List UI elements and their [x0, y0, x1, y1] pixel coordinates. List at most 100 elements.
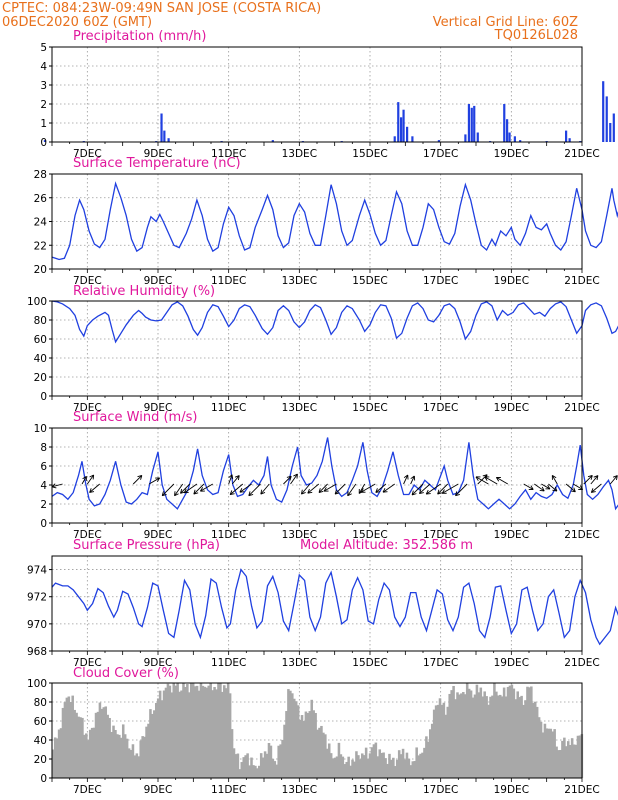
cloud-cover-bar	[454, 699, 457, 778]
series-line	[51, 181, 618, 261]
cloud-cover-bar	[493, 683, 496, 778]
x-tick-label: 11DEC	[211, 784, 246, 796]
cloud-cover-bar	[207, 685, 211, 778]
wind-arrow-head	[335, 492, 340, 495]
cloud-cover-bar	[458, 694, 461, 778]
cloud-cover-bar	[399, 754, 403, 778]
cloud-cover-bar	[139, 740, 142, 778]
y-tick-label: 24	[34, 217, 48, 229]
cloud-cover-bar	[514, 699, 518, 778]
cloud-cover-bar	[442, 702, 446, 778]
y-tick-label: 20	[34, 754, 47, 766]
wind-arrow-shaft	[323, 483, 337, 492]
cloud-cover-bar	[559, 749, 562, 778]
cloud-cover-bar	[166, 683, 170, 778]
x-tick-label: 19DEC	[494, 402, 529, 414]
wind-arrow-head	[193, 492, 199, 495]
x-tick-label: 19DEC	[494, 275, 529, 287]
wind-arrow-head	[596, 475, 599, 481]
cloud-cover-bar	[114, 729, 117, 778]
cloud-cover-bar	[176, 683, 179, 778]
cloud-cover-bar	[186, 684, 189, 778]
cloud-cover-bar	[59, 728, 63, 778]
wind-arrow-head	[593, 475, 599, 478]
cloud-cover-bar	[462, 692, 465, 778]
panel-4: Surface Wind (m/s) 0 2 4 6 8 10 7DEC 9DEC 11DEC 13…	[34, 410, 618, 541]
cloud-cover-bar	[409, 765, 413, 778]
x-tick-label: 19DEC	[494, 529, 529, 541]
cloud-cover-bar	[53, 737, 57, 778]
cloud-cover-bar	[401, 748, 405, 778]
panel-frame	[51, 46, 583, 143]
x-tick-label: 21DEC	[564, 784, 599, 796]
precipitation-bar	[411, 136, 414, 142]
x-tick-label: 13DEC	[282, 657, 317, 669]
y-tick-label: 60	[34, 716, 47, 728]
cloud-cover-bar	[189, 683, 193, 778]
cloud-cover-bar	[374, 742, 378, 778]
cloud-cover-bar	[147, 723, 150, 778]
cloud-cover-bar	[543, 723, 547, 778]
wind-arrow-head	[455, 491, 458, 496]
x-tick-label: 11DEC	[211, 529, 246, 541]
cloud-cover-bar	[133, 755, 137, 778]
cloud-cover-bar	[102, 707, 106, 778]
wind-arrow-shaft	[148, 477, 160, 485]
wind-arrow-shaft	[51, 483, 63, 488]
precipitation-bar	[43, 140, 47, 142]
cloud-cover-bar	[168, 685, 172, 778]
cloud-cover-bar	[137, 756, 141, 778]
wind-arrow-head	[437, 489, 440, 495]
cloud-cover-bar	[551, 731, 554, 778]
cloud-cover-bar	[362, 755, 366, 778]
cloud-cover-bar	[465, 683, 469, 778]
precipitation-bar	[160, 113, 163, 142]
cloud-cover-bar	[345, 761, 348, 778]
cloud-cover-bar	[172, 683, 176, 778]
cloud-cover-bar	[267, 742, 271, 778]
x-tick-label: 17DEC	[423, 402, 458, 414]
y-tick-label: 40	[34, 735, 47, 747]
wind-arrow-shaft	[590, 475, 599, 485]
cloud-cover-bar	[341, 756, 345, 778]
cloud-cover-bar	[537, 717, 541, 778]
wind-arrow-shaft	[229, 483, 244, 495]
wind-arrow-head	[318, 490, 324, 493]
cloud-cover-bar	[411, 761, 415, 778]
precipitation-bar	[473, 105, 476, 142]
cloud-cover-bar	[335, 756, 339, 778]
wind-arrow-head	[307, 488, 310, 494]
wind-arrow-shaft	[475, 476, 489, 485]
cloud-cover-bar	[450, 690, 453, 778]
x-tick-label: 11DEC	[211, 148, 246, 160]
wind-arrow-shaft	[360, 483, 376, 493]
cloud-cover-bar	[429, 729, 432, 778]
cloud-cover-bar	[495, 691, 498, 778]
wind-arrow-head	[237, 475, 240, 481]
wind-arrow-head	[475, 476, 479, 481]
header-location: CPTEC: 084:23W-09:49N SAN JOSE (COSTA RI…	[2, 1, 321, 16]
cloud-cover-bar	[145, 726, 148, 778]
cloud-cover-bar	[378, 749, 382, 778]
cloud-cover-bar	[524, 700, 527, 778]
x-tick-label: 9DEC	[144, 529, 173, 541]
y-tick-label: 0	[40, 518, 47, 530]
cloud-cover-bar	[83, 734, 86, 778]
cloud-cover-bar	[75, 712, 78, 778]
y-tick-label: 10	[34, 423, 47, 435]
y-tick-label: 60	[34, 334, 47, 346]
precipitation-bar	[397, 102, 400, 142]
header-model-code: TQ0126L028	[494, 28, 578, 43]
cloud-cover-bar	[452, 685, 455, 778]
cloud-cover-bar	[485, 696, 488, 778]
cloud-cover-bar	[65, 697, 69, 778]
cloud-cover-bar	[390, 759, 393, 778]
cloud-cover-bar	[184, 686, 187, 778]
cloud-cover-bar	[483, 691, 486, 778]
x-tick-label: 17DEC	[423, 275, 458, 287]
cloud-cover-bar	[224, 688, 228, 778]
cloud-cover-bar	[291, 693, 294, 778]
wind-arrow-shaft	[260, 483, 270, 495]
cloud-cover-bar	[110, 731, 113, 778]
x-tick-label: 15DEC	[352, 657, 387, 669]
